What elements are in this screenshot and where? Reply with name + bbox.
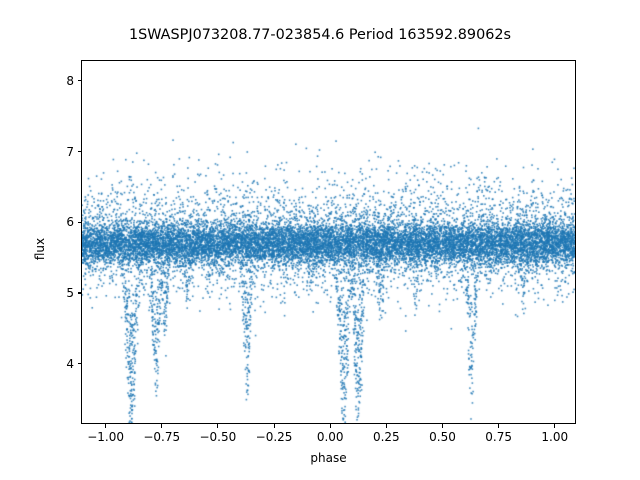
y-tick-label: 8 bbox=[66, 73, 74, 88]
x-tick-mark bbox=[161, 424, 163, 428]
x-tick-label: −0.75 bbox=[143, 430, 181, 444]
x-tick-label: 1.00 bbox=[541, 430, 569, 444]
x-tick-label: 0.25 bbox=[372, 430, 400, 444]
y-tick-label: 7 bbox=[66, 144, 74, 159]
y-tick-mark bbox=[77, 292, 81, 294]
plot-axes bbox=[81, 60, 576, 424]
page-title: 1SWASPJ073208.77-023854.6 Period 163592.… bbox=[128, 27, 512, 43]
x-tick-mark bbox=[441, 424, 444, 428]
x-tick-label: 0.00 bbox=[316, 430, 344, 444]
scatter-plot-canvas bbox=[82, 61, 575, 423]
y-tick-label: 6 bbox=[66, 215, 74, 230]
y-tick-mark bbox=[77, 363, 81, 365]
x-tick-label: −0.25 bbox=[255, 430, 293, 444]
x-tick-mark bbox=[554, 424, 556, 428]
x-tick-mark bbox=[385, 424, 387, 428]
x-tick-mark bbox=[105, 424, 107, 428]
x-tick-label: 0.75 bbox=[485, 430, 512, 444]
x-tick-mark bbox=[217, 424, 219, 428]
y-tick-mark bbox=[77, 221, 81, 223]
x-tick-label: −1.00 bbox=[87, 430, 124, 444]
y-tick-mark bbox=[77, 80, 81, 82]
x-axis-label: phase bbox=[310, 451, 347, 465]
y-axis-label: flux bbox=[33, 237, 47, 261]
y-tick-label: 5 bbox=[66, 285, 74, 300]
x-tick-label: −0.50 bbox=[199, 430, 237, 444]
y-tick-mark bbox=[77, 151, 81, 153]
x-tick-mark bbox=[498, 424, 500, 428]
x-tick-mark bbox=[329, 424, 331, 428]
y-tick-label: 4 bbox=[66, 356, 74, 371]
x-tick-label: 0.50 bbox=[429, 430, 456, 444]
x-tick-mark bbox=[273, 424, 275, 428]
